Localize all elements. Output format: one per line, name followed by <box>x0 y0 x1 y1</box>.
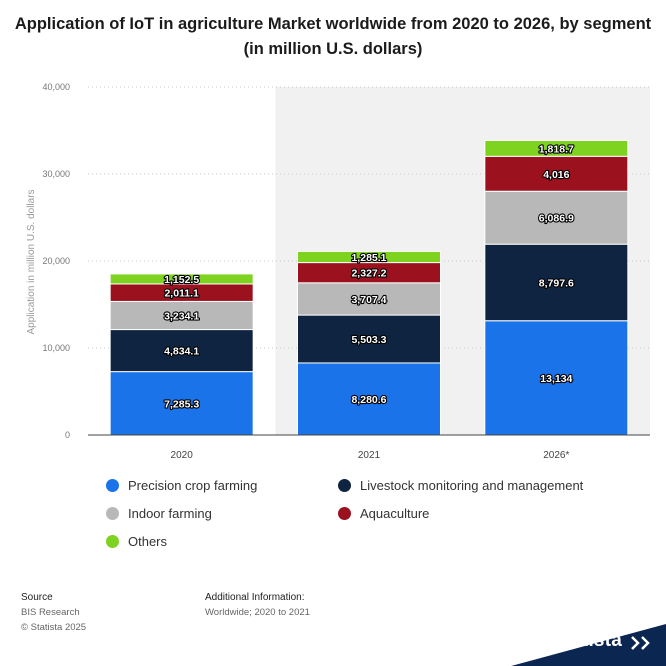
additional-info-text: Worldwide; 2020 to 2021 <box>205 607 310 618</box>
legend-item-indoor[interactable]: Indoor farming <box>106 506 212 521</box>
copyright: © Statista 2025 <box>21 622 87 633</box>
data-label: 8,280.6 <box>351 394 386 406</box>
data-label: 3,707.4 <box>351 294 386 306</box>
legend-label-others: Others <box>128 534 168 549</box>
chart-title-line-2: (in million U.S. dollars) <box>243 40 423 58</box>
y-tick-label: 0 <box>65 430 70 440</box>
chart-title: Application of IoT in agriculture Market… <box>0 12 666 62</box>
x-tick-label: 2020 <box>171 450 194 461</box>
bar-segment-livestock-monitoring-and-management <box>484 243 629 322</box>
data-label: 7,285.3 <box>164 398 199 410</box>
data-label: 4,834.1 <box>164 346 199 358</box>
legend-dot-precision <box>106 479 119 492</box>
data-label: 1,285.1 <box>351 252 386 264</box>
legend-dot-indoor <box>106 507 119 520</box>
y-tick-label: 30,000 <box>42 169 70 179</box>
bar-segment-others <box>109 273 254 285</box>
legend-item-aquaculture[interactable]: Aquaculture <box>338 506 429 521</box>
bar-segment-others <box>484 139 629 157</box>
y-tick-label: 20,000 <box>42 256 70 266</box>
data-label: 1,152.5 <box>164 274 199 286</box>
chart-title-line-1: Application of IoT in agriculture Market… <box>14 15 652 33</box>
y-tick-label: 40,000 <box>42 82 70 92</box>
y-tick-label: 10,000 <box>42 343 70 353</box>
legend-item-precision[interactable]: Precision crop farming <box>106 478 257 493</box>
y-axis-label: Application in million U.S. dollars <box>26 189 37 334</box>
data-label: 8,797.6 <box>539 277 574 289</box>
statista-logo-icon <box>631 636 650 650</box>
legend-dot-livestock <box>338 479 351 492</box>
additional-info-block: Additional Information: Worldwide; 2020 … <box>205 590 310 620</box>
data-label: 2,327.2 <box>351 268 386 280</box>
source-heading: Source <box>21 592 53 603</box>
data-label: 2,011.1 <box>164 288 199 300</box>
data-label: 5,503.3 <box>351 334 386 346</box>
bar-segment-indoor-farming <box>484 190 629 245</box>
data-label: 4,016 <box>543 169 569 181</box>
data-label: 1,818.7 <box>539 143 574 155</box>
legend-item-livestock[interactable]: Livestock monitoring and management <box>338 478 583 493</box>
legend-item-others[interactable]: Others <box>106 534 167 549</box>
data-label: 6,086.9 <box>539 213 574 225</box>
stacked-bar-chart: 0 10,000 20,000 30,000 40,000 Application in … <box>26 82 650 461</box>
legend-label-precision: Precision crop farming <box>128 478 258 493</box>
additional-info-heading: Additional Information: <box>205 592 305 603</box>
data-label: 13,134 <box>540 373 572 385</box>
legend-label-aquaculture: Aquaculture <box>360 506 430 521</box>
x-tick-label: 2021 <box>358 450 381 461</box>
bar-segment-precision-crop-farming <box>484 320 629 436</box>
x-tick-label: 2026* <box>543 450 569 461</box>
legend-label-livestock: Livestock monitoring and management <box>360 478 584 493</box>
source-name[interactable]: BIS Research <box>21 607 80 618</box>
bar-segment-precision-crop-farming <box>109 371 254 436</box>
legend-label-indoor: Indoor farming <box>128 506 212 521</box>
bar-segment-others <box>297 250 441 264</box>
source-block: Source BIS Research © Statista 2025 <box>21 590 86 635</box>
legend-dot-aquaculture <box>338 507 351 520</box>
legend-dot-others <box>106 535 119 548</box>
bar-segment-indoor-farming <box>297 282 441 316</box>
statista-logo[interactable]: statista <box>553 630 622 651</box>
data-label: 3,234.1 <box>164 310 199 322</box>
